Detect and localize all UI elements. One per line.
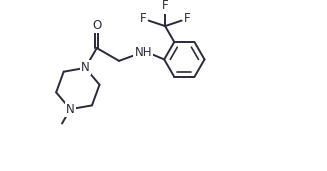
Text: F: F	[140, 12, 146, 25]
Text: N: N	[66, 103, 75, 116]
Text: F: F	[184, 12, 190, 25]
Text: F: F	[162, 0, 168, 11]
Text: O: O	[92, 19, 101, 32]
Text: NH: NH	[134, 46, 152, 59]
Text: N: N	[81, 61, 90, 74]
